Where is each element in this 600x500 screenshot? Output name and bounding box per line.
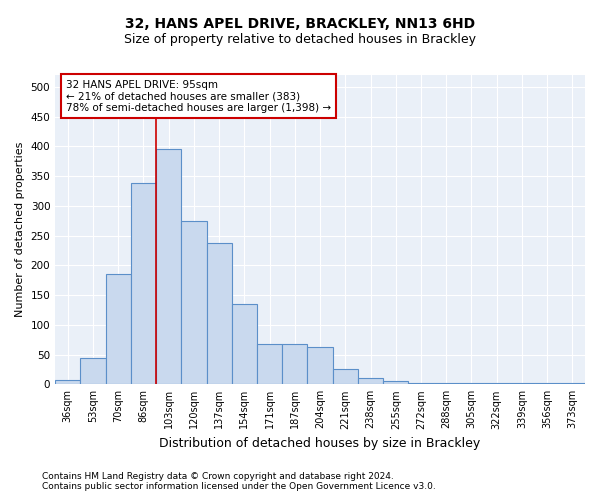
Text: Contains public sector information licensed under the Open Government Licence v3: Contains public sector information licen…	[42, 482, 436, 491]
Bar	[459, 383, 484, 384]
X-axis label: Distribution of detached houses by size in Brackley: Distribution of detached houses by size …	[160, 437, 481, 450]
Bar	[156, 150, 181, 384]
Text: 32, HANS APEL DRIVE, BRACKLEY, NN13 6HD: 32, HANS APEL DRIVE, BRACKLEY, NN13 6HD	[125, 18, 475, 32]
Text: 32 HANS APEL DRIVE: 95sqm
← 21% of detached houses are smaller (383)
78% of semi: 32 HANS APEL DRIVE: 95sqm ← 21% of detac…	[66, 80, 331, 113]
Bar	[535, 383, 560, 384]
Bar	[383, 382, 409, 384]
Bar	[409, 382, 434, 384]
Bar	[206, 242, 232, 384]
Bar	[181, 220, 206, 384]
Bar	[282, 344, 307, 385]
Y-axis label: Number of detached properties: Number of detached properties	[15, 142, 25, 318]
Bar	[131, 184, 156, 384]
Bar	[80, 358, 106, 384]
Bar	[257, 344, 282, 385]
Bar	[484, 383, 509, 384]
Bar	[232, 304, 257, 384]
Bar	[509, 383, 535, 384]
Bar	[358, 378, 383, 384]
Bar	[434, 382, 459, 384]
Bar	[332, 370, 358, 384]
Text: Size of property relative to detached houses in Brackley: Size of property relative to detached ho…	[124, 32, 476, 46]
Bar	[307, 348, 332, 385]
Bar	[560, 382, 585, 384]
Bar	[55, 380, 80, 384]
Bar	[106, 274, 131, 384]
Text: Contains HM Land Registry data © Crown copyright and database right 2024.: Contains HM Land Registry data © Crown c…	[42, 472, 394, 481]
